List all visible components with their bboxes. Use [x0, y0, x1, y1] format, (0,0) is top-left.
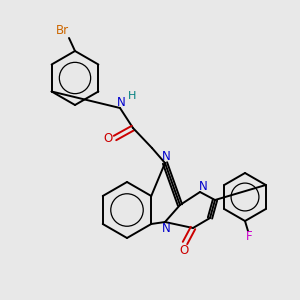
Text: F: F: [246, 230, 252, 244]
Text: N: N: [162, 223, 170, 236]
Text: N: N: [162, 151, 170, 164]
Text: N: N: [199, 179, 207, 193]
Text: Br: Br: [56, 25, 69, 38]
Text: N: N: [117, 95, 125, 109]
Text: O: O: [103, 131, 112, 145]
Text: H: H: [128, 91, 136, 101]
Text: O: O: [179, 244, 189, 257]
